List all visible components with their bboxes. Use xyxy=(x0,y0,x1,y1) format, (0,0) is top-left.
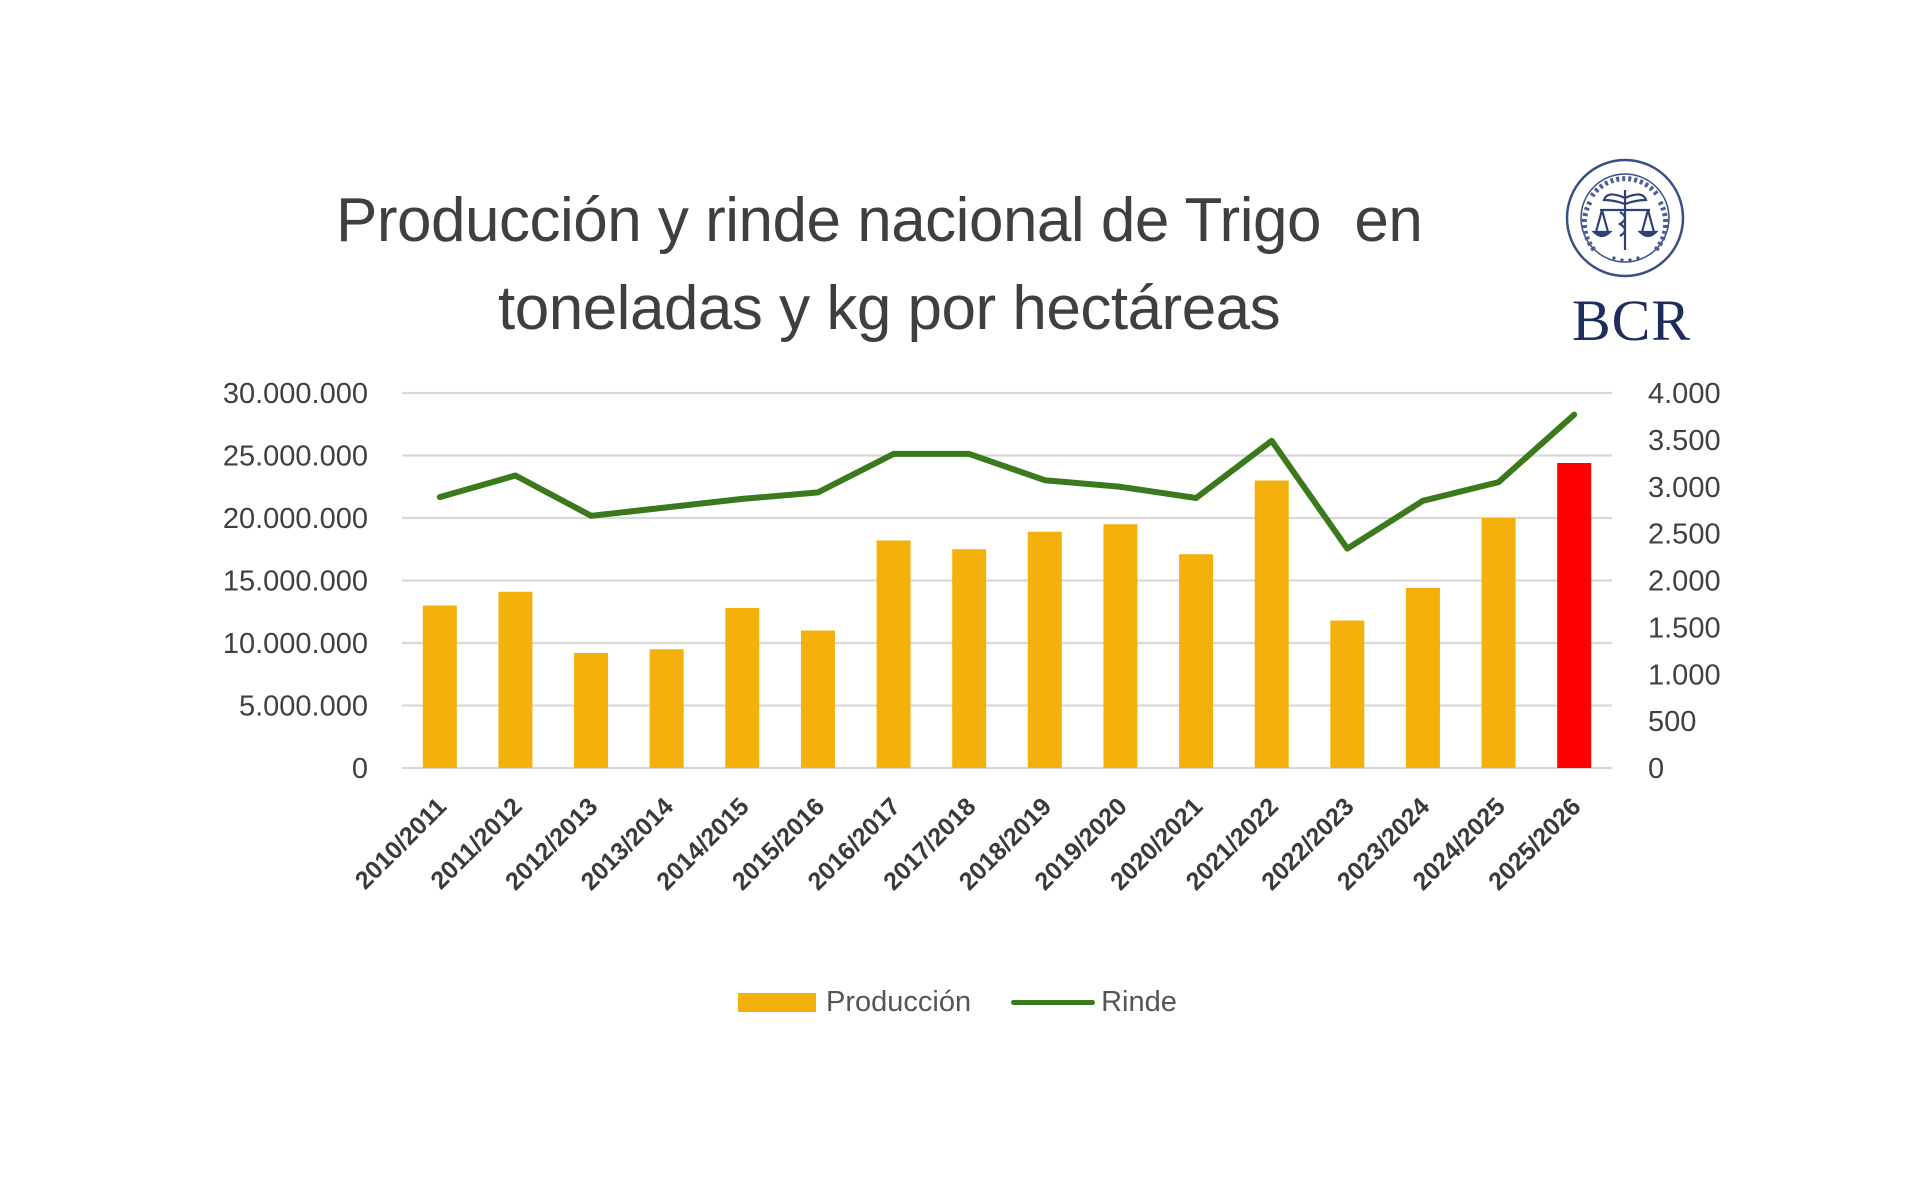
production-bar xyxy=(725,608,760,768)
left-axis-tick-label: 20.000.000 xyxy=(223,503,368,535)
bcr-logo: BCR xyxy=(1562,152,1692,352)
line-swatch-icon xyxy=(1011,999,1096,1005)
bcr-logo-text: BCR xyxy=(1572,288,1692,353)
right-axis-tick-label: 1.500 xyxy=(1648,612,1721,644)
legend-label-rinde: Rinde xyxy=(1101,985,1177,1018)
production-bar xyxy=(422,605,457,768)
chart-legend: Producción Rinde xyxy=(738,984,1217,1020)
production-bar xyxy=(498,591,533,768)
production-bar xyxy=(649,649,684,768)
production-bars xyxy=(422,463,1592,768)
right-axis-tick-label: 3.500 xyxy=(1648,425,1721,457)
x-axis-labels: 2010/20112011/20122012/20132013/20142014… xyxy=(350,792,1587,895)
left-axis-tick-label: 30.000.000 xyxy=(223,378,368,410)
legend-label-produccion: Producción xyxy=(826,985,972,1018)
chart-title-line-1: Producción y rinde nacional de Trigo en xyxy=(336,186,1423,255)
left-axis-tick-label: 15.000.000 xyxy=(223,566,368,598)
left-axis-tick-label: 25.000.000 xyxy=(223,441,368,473)
production-bar xyxy=(1557,463,1592,768)
right-axis-tick-label: 1.000 xyxy=(1648,659,1721,691)
bar-swatch-icon xyxy=(738,992,816,1012)
production-bar xyxy=(1405,588,1440,768)
bolsa-de-comercio-seal-icon xyxy=(1565,158,1685,278)
right-axis-tick-label: 2.000 xyxy=(1648,566,1721,598)
production-bar xyxy=(1481,518,1516,768)
right-axis-tick-label: 2.500 xyxy=(1648,519,1721,551)
left-axis-ticks: 0 5.000.000 10.000.000 15.000.000 20.000.000… xyxy=(223,378,368,785)
right-axis-ticks: 0 500 1.000 1.500 2.000 2.500 3.000 3.500 4.000 xyxy=(1648,378,1721,785)
production-bar xyxy=(952,549,987,768)
production-bar xyxy=(876,540,911,768)
left-axis-tick-label: 10.000.000 xyxy=(223,628,368,660)
right-axis-tick-label: 4.000 xyxy=(1648,378,1721,410)
yield-line-path xyxy=(436,411,1578,552)
production-bar xyxy=(1330,620,1365,768)
legend-item-produccion: Producción xyxy=(738,986,971,1019)
production-bar xyxy=(1179,554,1214,768)
production-bar xyxy=(800,630,835,768)
right-axis-tick-label: 500 xyxy=(1648,706,1696,738)
production-bar xyxy=(1103,524,1138,768)
left-axis-tick-label: 5.000.000 xyxy=(239,691,368,723)
production-bar xyxy=(1027,531,1062,768)
production-bar xyxy=(1254,480,1289,768)
production-yield-chart: 0 5.000.000 10.000.000 15.000.000 20.000.000… xyxy=(223,378,1721,896)
legend-item-rinde: Rinde xyxy=(1011,986,1177,1019)
left-axis-tick-label: 0 xyxy=(352,753,368,785)
chart-title-line-2: toneladas y kg por hectáreas xyxy=(498,274,1281,343)
yield-line xyxy=(436,411,1578,552)
chart-title: Producción y rinde nacional de Trigo en … xyxy=(300,176,1498,366)
right-axis-tick-label: 0 xyxy=(1648,753,1664,785)
right-axis-tick-label: 3.000 xyxy=(1648,472,1721,504)
production-bar xyxy=(574,653,609,768)
